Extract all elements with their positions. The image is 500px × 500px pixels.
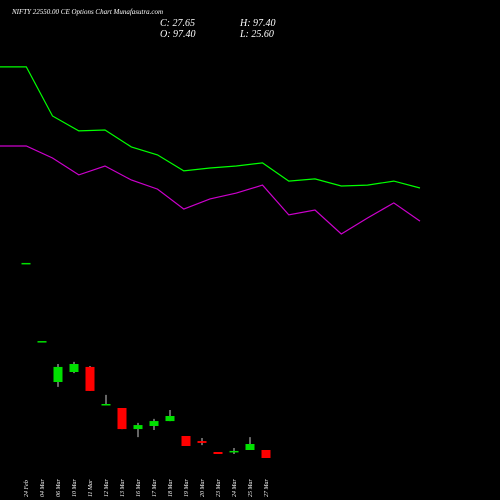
- x-tick-label: 19 Mar: [184, 479, 190, 497]
- candle-body: [133, 425, 143, 430]
- candle-body: [229, 450, 239, 453]
- line-series: [0, 66, 421, 189]
- x-tick-label: 20 Mar: [200, 479, 206, 497]
- x-tick-label: 24 Mar: [231, 479, 238, 497]
- candle-body: [261, 450, 271, 458]
- candle-body: [149, 421, 159, 426]
- x-tick-label: 13 Mar: [120, 479, 126, 497]
- chart-title: NIFTY 22550.00 CE Options Chart Munafasu…: [11, 8, 163, 16]
- x-tick-label: 27 Mar: [264, 479, 270, 497]
- x-tick-label: 17 Mar: [152, 479, 158, 497]
- candle-body: [165, 416, 175, 422]
- x-tick-label: 18 Mar: [168, 479, 174, 497]
- close-label: C: 27.65: [160, 18, 195, 29]
- candle-body: [101, 404, 111, 406]
- candle-body: [213, 452, 223, 454]
- candle-body: [117, 408, 127, 430]
- x-tick-label: 25 Mar: [248, 479, 254, 497]
- x-tick-label: 12 Mar: [104, 479, 110, 497]
- candle-body: [21, 262, 31, 265]
- x-tick-label: 23 Mar: [216, 479, 222, 497]
- low-label: L: 25.60: [239, 29, 274, 40]
- open-label: O: 97.40: [160, 29, 196, 40]
- x-tick-label: 24 Feb: [23, 480, 30, 497]
- candle-body: [37, 341, 47, 343]
- candle-body: [53, 366, 63, 382]
- candle-body: [197, 441, 207, 443]
- x-tick-label: 16 Mar: [136, 479, 142, 497]
- candle-body: [69, 364, 79, 372]
- x-tick-label: 04 Mar: [39, 479, 46, 497]
- candle-body: [245, 444, 255, 450]
- high-label: H: 97.40: [239, 18, 276, 29]
- x-tick-label: 06 Mar: [56, 479, 62, 497]
- line-series: [0, 145, 421, 235]
- x-tick-label: 11 Mar: [88, 479, 94, 497]
- candle-body: [181, 436, 191, 446]
- candle-body: [85, 366, 95, 391]
- x-tick-label: 10 Mar: [72, 479, 78, 497]
